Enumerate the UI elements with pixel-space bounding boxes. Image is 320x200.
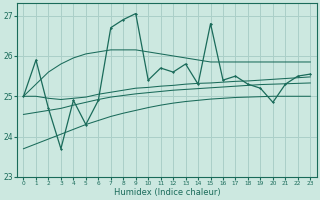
- X-axis label: Humidex (Indice chaleur): Humidex (Indice chaleur): [114, 188, 220, 197]
